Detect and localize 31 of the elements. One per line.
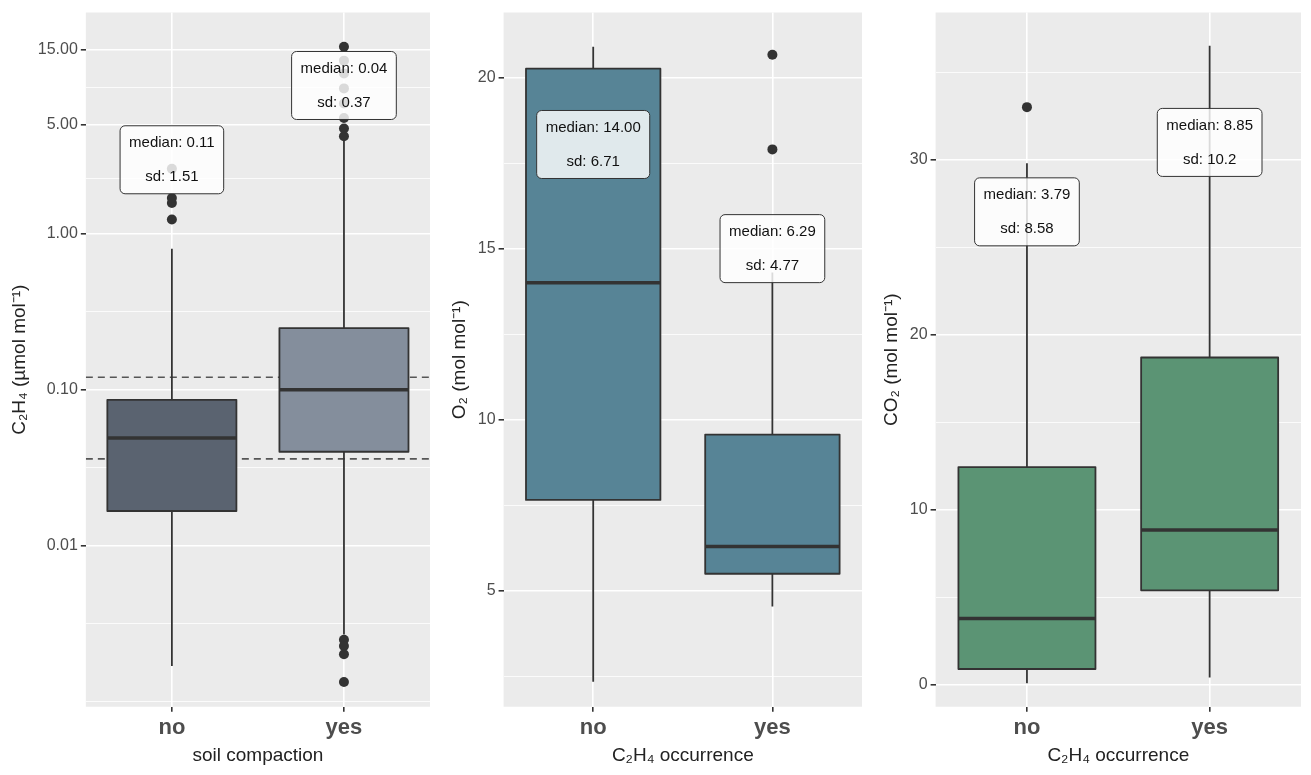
y-tick-label: 0.10 <box>46 380 78 398</box>
x-tick-label: yes <box>754 714 791 740</box>
x-axis-title: C₂H₄ occurrence <box>611 743 754 765</box>
y-tick-label: 20 <box>909 325 928 343</box>
y-tick-label: 20 <box>477 67 496 85</box>
y-axis-title: C₂H₄ (µmol mol⁻¹) <box>7 284 29 435</box>
y-tick-label: 1.00 <box>46 223 78 241</box>
y-tick-label: 5.00 <box>46 114 78 132</box>
y-tick-label: 15.00 <box>37 40 78 58</box>
annotation: median: 3.79 sd: 8.58 <box>983 184 1071 236</box>
x-tick-label: no <box>579 714 607 740</box>
y-axis-title: O₂ (mol mol⁻¹) <box>447 300 469 420</box>
y-tick-label: 0 <box>918 675 928 693</box>
x-axis-title: soil compaction <box>192 743 324 765</box>
x-axis-title: C₂H₄ occurrence <box>1047 743 1190 765</box>
y-tick-label: 30 <box>909 150 928 168</box>
x-tick-label: yes <box>325 714 363 740</box>
x-tick-label: no <box>158 714 186 740</box>
x-tick-label: no <box>1013 714 1041 740</box>
annotation: median: 6.29 sd: 4.77 <box>729 221 816 273</box>
annotation: median: 14.00 sd: 6.71 <box>545 117 641 169</box>
annotation: median: 0.04 sd: 0.37 <box>300 58 388 110</box>
annotation: median: 8.85 sd: 10.2 <box>1166 115 1254 167</box>
y-tick-label: 10 <box>909 500 928 518</box>
y-tick-label: 0.01 <box>46 536 78 554</box>
x-tick-label: yes <box>1191 714 1229 740</box>
y-tick-label: 10 <box>477 409 496 427</box>
annotation: median: 0.11 sd: 1.51 <box>129 132 215 184</box>
y-axis-title: CO₂ (mol mol⁻¹) <box>879 293 901 427</box>
y-tick-label: 15 <box>477 238 496 256</box>
y-tick-label: 5 <box>486 580 496 598</box>
